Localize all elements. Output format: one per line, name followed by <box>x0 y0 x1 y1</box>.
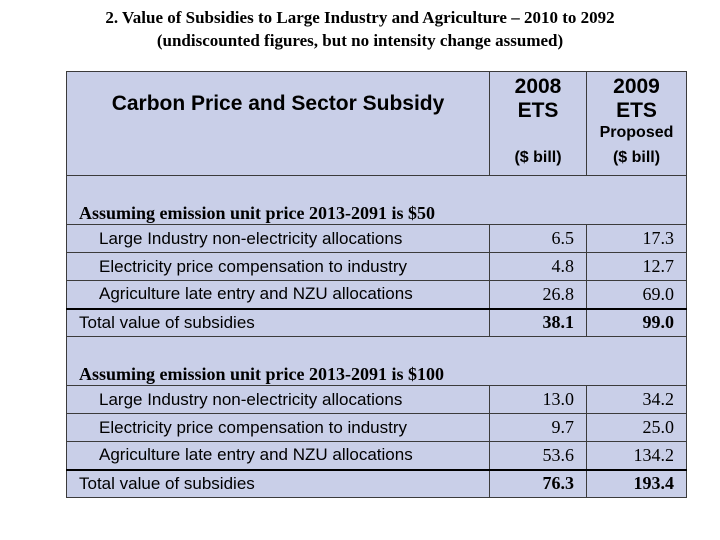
column-header-2009-note: Proposed <box>599 124 674 141</box>
table-row: Agriculture late entry and NZU allocatio… <box>66 441 687 470</box>
subsidy-table: Carbon Price and Sector Subsidy 2008 ETS… <box>66 71 687 498</box>
column-header-2009: 2009 ETS Proposed ($ bill) <box>586 71 687 176</box>
table-header-title: Carbon Price and Sector Subsidy <box>66 71 490 176</box>
document-title: 2. Value of Subsidies to Large Industry … <box>0 6 720 52</box>
table-row: Electricity price compensation to indust… <box>66 252 687 281</box>
total-row: Total value of subsidies 76.3 193.4 <box>66 468 687 498</box>
total-2008: 76.3 <box>489 468 587 498</box>
value-2008: 53.6 <box>489 441 587 470</box>
section-spacer <box>66 336 687 360</box>
row-label: Electricity price compensation to indust… <box>66 252 490 281</box>
row-label: Large Industry non-electricity allocatio… <box>66 385 490 414</box>
table-row: Agriculture late entry and NZU allocatio… <box>66 280 687 309</box>
row-label: Large Industry non-electricity allocatio… <box>66 224 490 253</box>
column-header-2008-scheme: ETS <box>517 99 559 122</box>
value-2009: 134.2 <box>586 441 687 470</box>
value-2008: 26.8 <box>489 280 587 309</box>
table-row: Large Industry non-electricity allocatio… <box>66 385 687 414</box>
column-header-2008-year: 2008 <box>514 75 562 98</box>
value-2008: 9.7 <box>489 413 587 442</box>
column-header-2008-note <box>491 123 586 142</box>
value-2008: 6.5 <box>489 224 587 253</box>
title-line-2: (undiscounted figures, but no intensity … <box>156 31 564 50</box>
value-2009: 69.0 <box>586 280 687 309</box>
column-header-2009-year: 2009 <box>613 75 660 98</box>
value-2008: 4.8 <box>489 252 587 281</box>
total-2009: 193.4 <box>586 468 687 498</box>
value-2009: 34.2 <box>586 385 687 414</box>
table-row: Electricity price compensation to indust… <box>66 413 687 442</box>
value-2008: 13.0 <box>489 385 587 414</box>
total-row: Total value of subsidies 38.1 99.0 <box>66 307 687 337</box>
value-2009: 12.7 <box>586 252 687 281</box>
column-header-2009-scheme: ETS <box>616 99 657 122</box>
row-label: Agriculture late entry and NZU allocatio… <box>66 280 490 309</box>
table-header-row: Carbon Price and Sector Subsidy 2008 ETS… <box>66 71 687 176</box>
row-label: Electricity price compensation to indust… <box>66 413 490 442</box>
section-heading-row: Assuming emission unit price 2013-2091 i… <box>66 359 687 386</box>
row-label: Agriculture late entry and NZU allocatio… <box>66 441 490 470</box>
section-heading: Assuming emission unit price 2013-2091 i… <box>66 359 687 386</box>
total-2008: 38.1 <box>489 307 587 337</box>
table-row: Large Industry non-electricity allocatio… <box>66 224 687 253</box>
column-header-2008-unit: ($ bill) <box>514 149 562 166</box>
column-header-2009-unit: ($ bill) <box>612 149 661 166</box>
value-2009: 25.0 <box>586 413 687 442</box>
column-header-2008: 2008 ETS ($ bill) <box>489 71 587 176</box>
title-line-1: 2. Value of Subsidies to Large Industry … <box>105 8 615 27</box>
section-spacer <box>66 175 687 199</box>
total-2009: 99.0 <box>586 307 687 337</box>
section-heading-row: Assuming emission unit price 2013-2091 i… <box>66 198 687 225</box>
section-heading: Assuming emission unit price 2013-2091 i… <box>66 198 687 225</box>
total-label: Total value of subsidies <box>66 468 490 498</box>
value-2009: 17.3 <box>586 224 687 253</box>
total-label: Total value of subsidies <box>66 307 490 337</box>
